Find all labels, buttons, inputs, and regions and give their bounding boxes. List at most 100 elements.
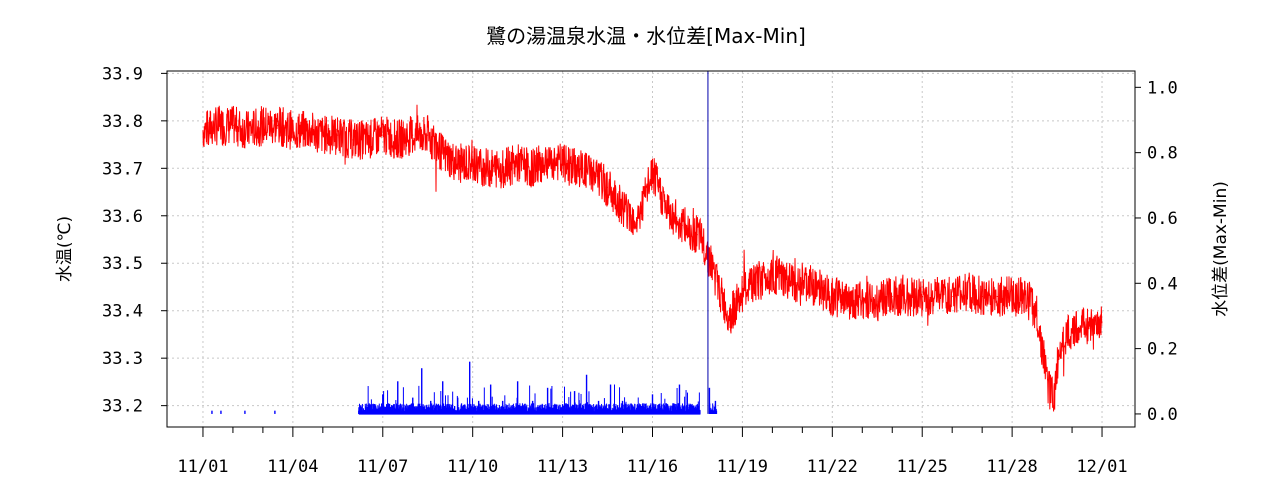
temperature-point — [382, 134, 384, 136]
temperature-point — [1086, 324, 1088, 326]
temperature-point — [876, 300, 878, 302]
y-right-tick-label: 1.0 — [1147, 78, 1178, 98]
temperature-point — [651, 172, 653, 174]
temperature-point — [921, 295, 923, 297]
x-tick-label: 11/22 — [807, 457, 858, 477]
temperature-series — [202, 104, 1103, 412]
x-tick-label: 11/19 — [717, 457, 768, 477]
temperature-point — [397, 139, 399, 141]
temperature-point — [966, 291, 968, 293]
temperature-line — [202, 104, 1103, 412]
temperature-point — [637, 220, 639, 222]
temperature-point — [1011, 295, 1013, 297]
temperature-point — [681, 224, 683, 226]
x-axis: 11/01 11/04 11/07 11/10 11/13 11/16 11/19 11/22… — [177, 427, 1128, 477]
temperature-point — [217, 125, 219, 127]
y-left-tick-label: 33.5 — [102, 254, 143, 274]
y-right-tick-label: 0.8 — [1147, 144, 1178, 164]
temperature-point — [1059, 343, 1061, 345]
temperature-point — [846, 300, 848, 302]
temperature-point — [1029, 300, 1031, 302]
x-tick-label: 11/01 — [177, 457, 228, 477]
temperature-point — [307, 129, 309, 131]
temperature-point — [622, 205, 624, 207]
plot-frame — [166, 70, 1136, 428]
water-level-series — [211, 361, 718, 415]
y-right-tick-label: 0.2 — [1147, 340, 1178, 360]
temperature-point — [711, 267, 713, 269]
temperature-point — [532, 167, 534, 169]
chart-title: 鷺の湯温泉水温・水位差[Max-Min] — [486, 24, 806, 48]
temperature-point — [801, 281, 803, 283]
temperature-point — [936, 295, 938, 297]
temperature-point — [352, 139, 354, 141]
temperature-point — [696, 234, 698, 236]
temperature-point — [577, 167, 579, 169]
temperature-point — [412, 134, 414, 136]
y-right-tick-label: 0.6 — [1147, 209, 1178, 229]
temperature-point — [202, 129, 204, 131]
temperature-point — [717, 286, 719, 288]
temperature-point — [427, 134, 429, 136]
temperature-point — [592, 172, 594, 174]
temperature-point — [517, 163, 519, 165]
temperature-point — [756, 281, 758, 283]
temperature-point — [547, 158, 549, 160]
temperature-point — [367, 139, 369, 141]
y-left-tick-label: 33.7 — [102, 159, 143, 179]
temperature-point — [502, 167, 504, 169]
temperature-point — [729, 314, 731, 316]
temperature-point — [322, 134, 324, 136]
y-left-tick-label: 33.3 — [102, 349, 143, 369]
temperature-point — [277, 125, 279, 127]
x-tick-label: 11/10 — [447, 457, 498, 477]
x-tick-label: 12/01 — [1076, 457, 1127, 477]
temperature-point — [786, 281, 788, 283]
temperature-point — [723, 305, 725, 307]
y-right-tick-label: 0.4 — [1147, 274, 1178, 294]
x-tick-label: 11/25 — [897, 457, 948, 477]
temperature-point — [666, 210, 668, 212]
temperature-point — [232, 125, 234, 127]
temperature-point — [816, 286, 818, 288]
temperature-point — [607, 186, 609, 188]
y-left-tick-label: 33.8 — [102, 112, 143, 132]
y-axis-left-title: 水温(℃) — [55, 216, 75, 282]
x-tick-label: 11/28 — [987, 457, 1038, 477]
temperature-point — [705, 248, 707, 250]
temperature-point — [771, 272, 773, 274]
temperature-point — [1047, 386, 1049, 388]
y-left-tick-label: 33.4 — [102, 302, 143, 322]
y-axis-right-title: 水位差(Max-Min) — [1211, 181, 1231, 317]
y-axis-left: 33.2 33.3 33.4 33.5 33.6 33.7 33.8 33.9 — [102, 64, 167, 417]
temperature-point — [1020, 295, 1022, 297]
temperature-point — [1041, 348, 1043, 350]
temperature-point — [861, 300, 863, 302]
temperature-point — [442, 153, 444, 155]
temperature-point — [1035, 310, 1037, 312]
x-tick-label: 11/16 — [627, 457, 678, 477]
temperature-point — [1101, 324, 1103, 326]
x-tick-label: 11/13 — [537, 457, 588, 477]
temperature-point — [292, 129, 294, 131]
temperature-point — [951, 295, 953, 297]
temperature-point — [262, 125, 264, 127]
temperature-point — [562, 163, 564, 165]
y-left-tick-label: 33.2 — [102, 397, 143, 417]
temperature-point — [906, 295, 908, 297]
temperature-point — [487, 167, 489, 169]
temperature-point — [457, 163, 459, 165]
y-right-tick-label: 0.0 — [1147, 405, 1178, 425]
temperature-point — [996, 295, 998, 297]
temperature-point — [891, 295, 893, 297]
x-tick-label: 11/04 — [267, 457, 318, 477]
y-axis-right: 0.0 0.2 0.4 0.6 0.8 1.0 — [1135, 78, 1178, 425]
temperature-point — [1071, 329, 1073, 331]
temperature-point — [472, 163, 474, 165]
temperature-point — [337, 134, 339, 136]
temperature-point — [741, 291, 743, 293]
y-left-tick-label: 33.6 — [102, 207, 143, 227]
temperature-point — [831, 295, 833, 297]
